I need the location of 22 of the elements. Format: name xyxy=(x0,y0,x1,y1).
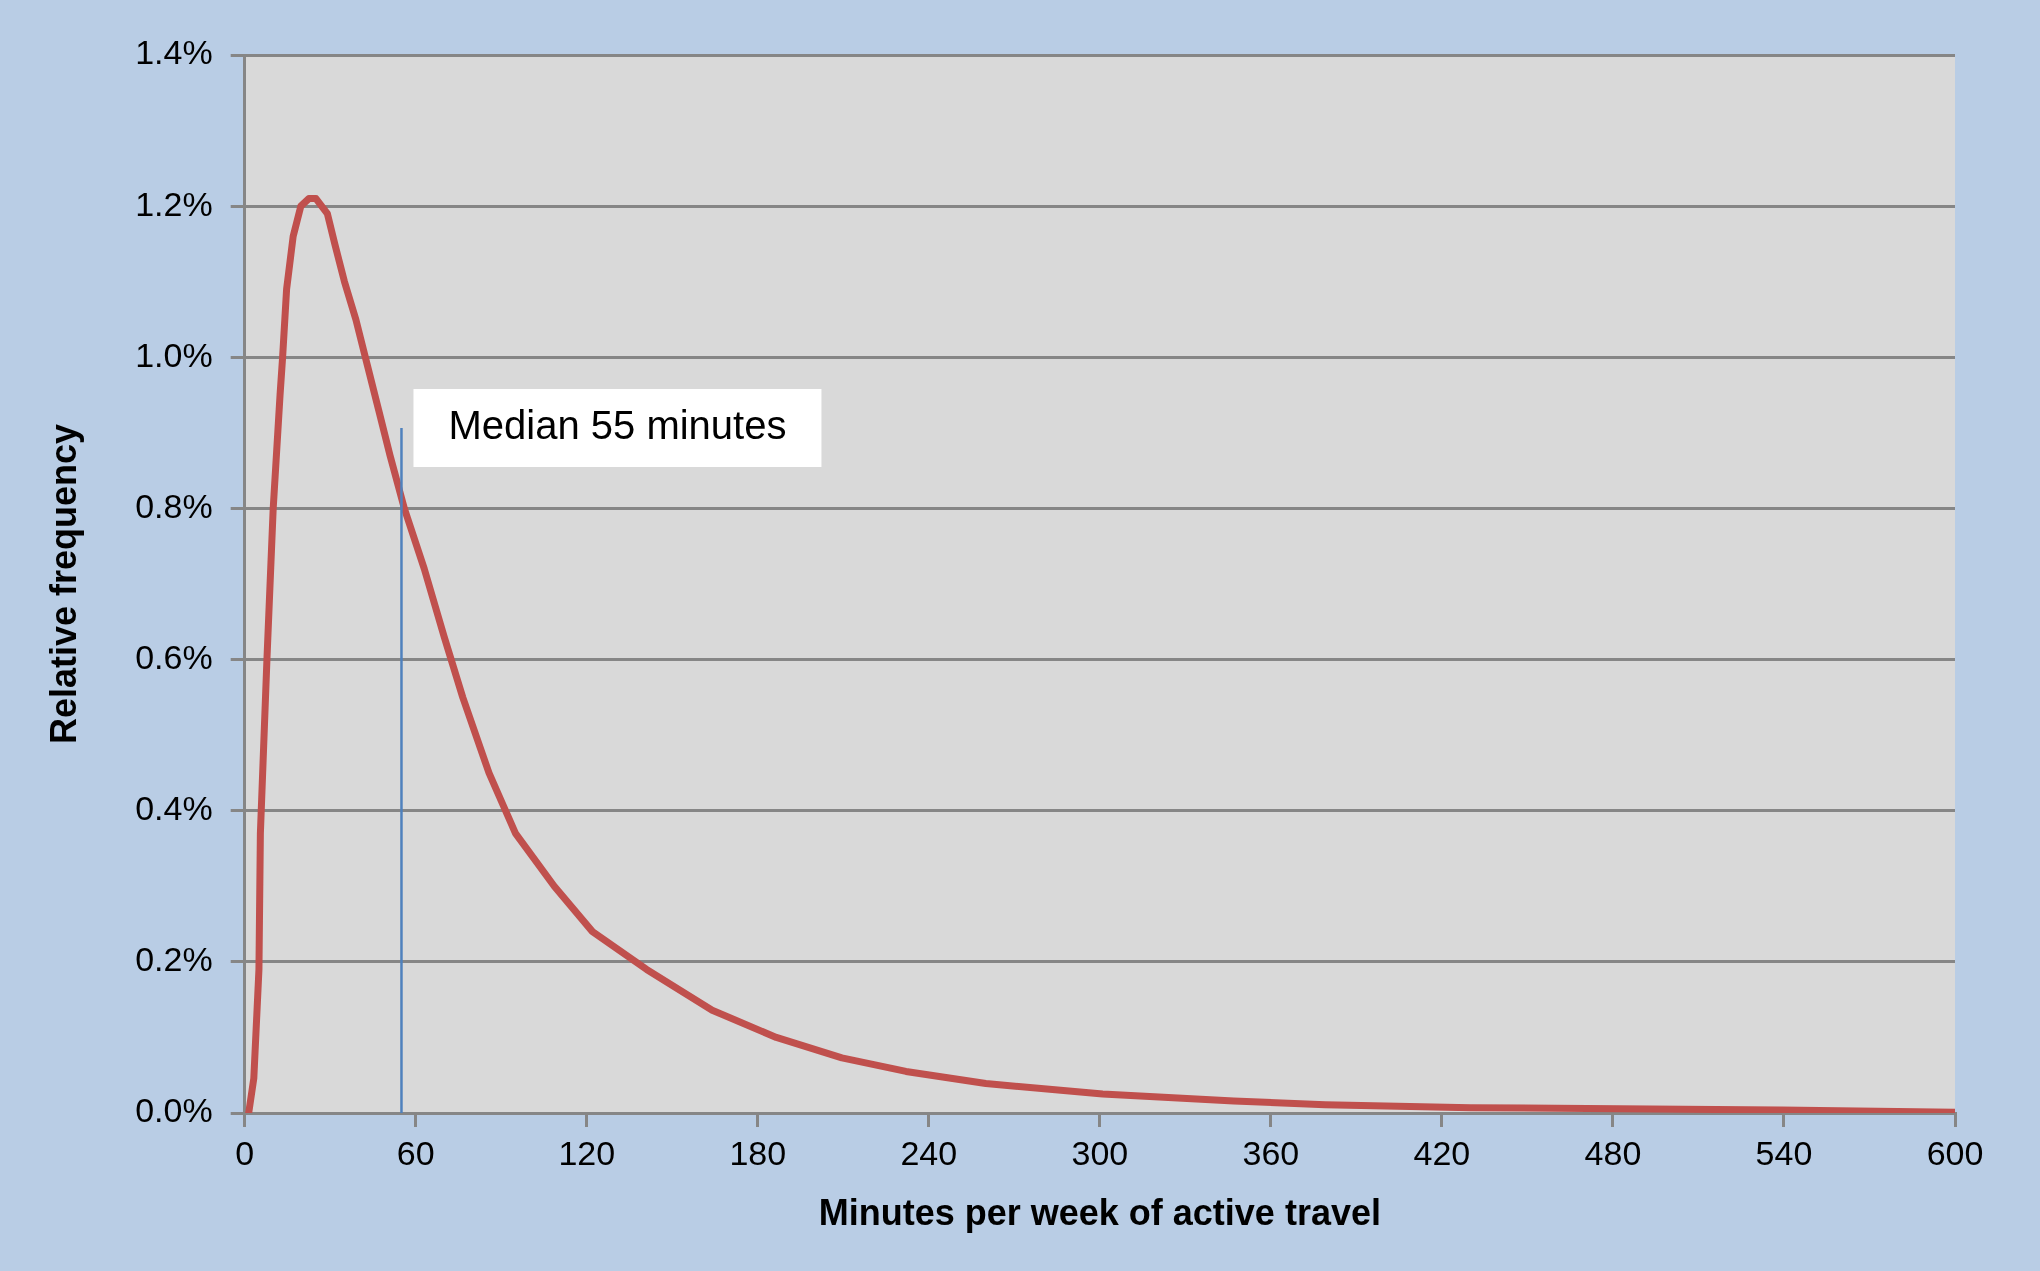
y-tick-label: 0.2% xyxy=(135,940,213,979)
x-tick-label: 300 xyxy=(1071,1133,1129,1172)
x-tick-label: 360 xyxy=(1242,1133,1300,1172)
x-tick-label: 420 xyxy=(1413,1133,1471,1172)
x-tick-label: 180 xyxy=(729,1133,787,1172)
x-tick-label: 480 xyxy=(1584,1133,1642,1172)
x-tick-label: 120 xyxy=(558,1133,616,1172)
y-tick-label: 0.6% xyxy=(135,637,213,676)
x-tick-label: 600 xyxy=(1926,1133,1984,1172)
x-tick-label: 60 xyxy=(396,1133,435,1172)
y-tick-label: 1.0% xyxy=(135,335,213,374)
x-tick-label: 540 xyxy=(1755,1133,1813,1172)
y-tick-label: 0.8% xyxy=(135,486,213,525)
x-tick-label: 240 xyxy=(900,1133,958,1172)
ref-line-label: Median 55 minutes xyxy=(448,403,787,448)
x-axis-title: Minutes per week of active travel xyxy=(818,1192,1381,1234)
x-tick-label: 0 xyxy=(235,1133,255,1172)
y-tick-label: 0.4% xyxy=(135,789,213,828)
y-axis-title: Relative frequency xyxy=(42,423,84,745)
y-tick-label: 1.2% xyxy=(135,184,213,223)
y-tick-label: 0.0% xyxy=(135,1091,213,1130)
y-tick-label: 1.4% xyxy=(135,33,213,72)
